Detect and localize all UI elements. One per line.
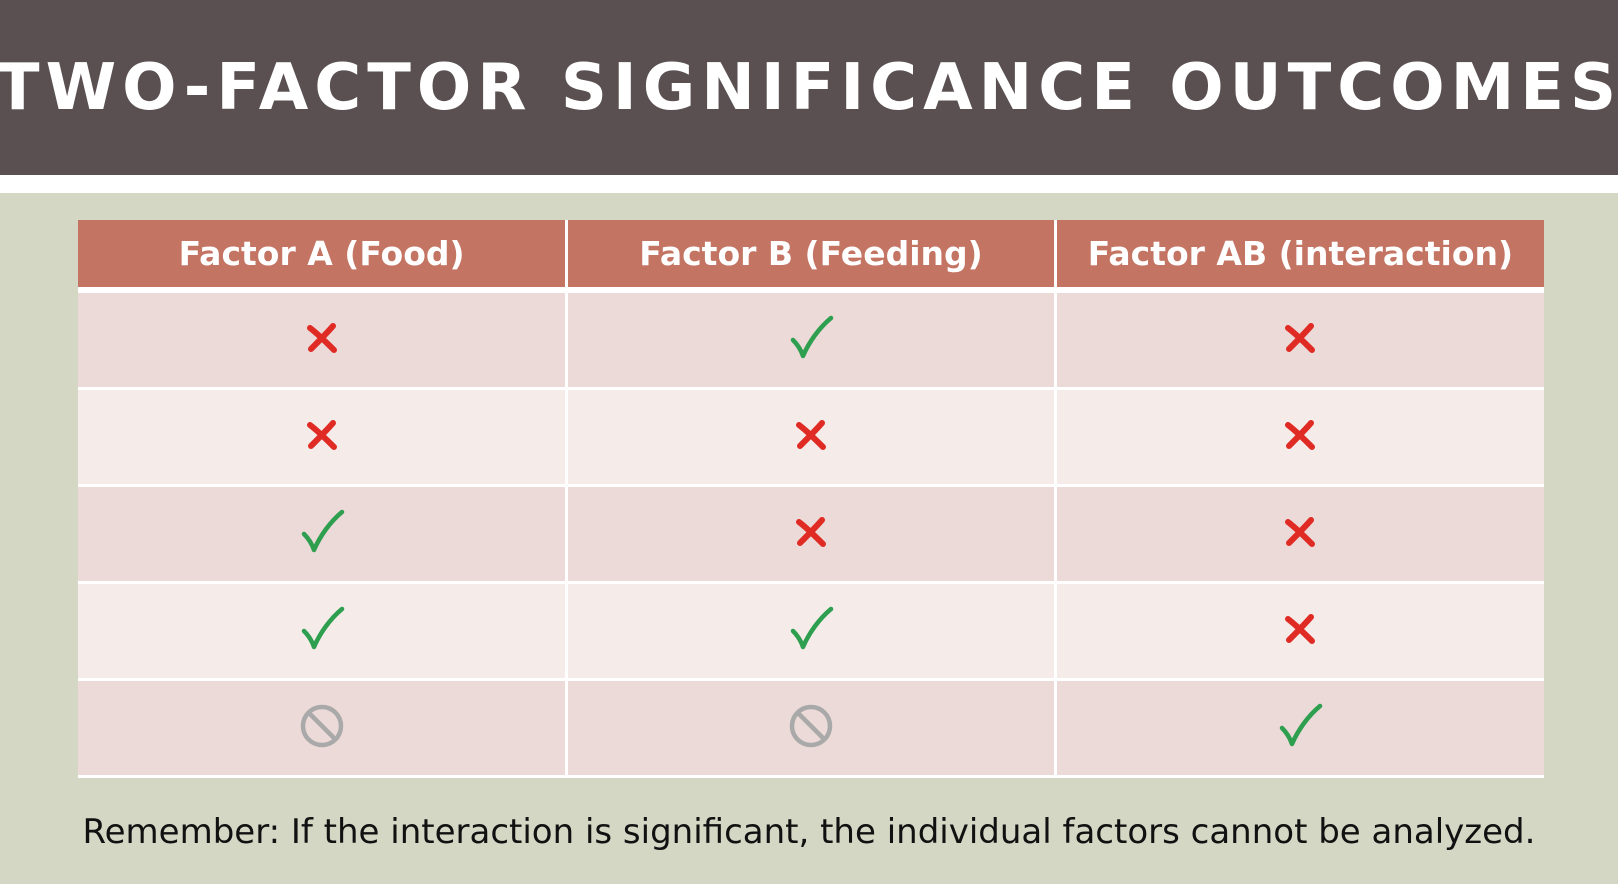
- title-bar: TWO-FACTOR SIGNIFICANCE OUTCOMES: [0, 0, 1618, 175]
- outcomes-table-container: Factor A (Food) Factor B (Feeding) Facto…: [78, 220, 1544, 778]
- no-symbol-icon: [298, 702, 346, 750]
- check-icon: [298, 508, 346, 556]
- table-header-row: Factor A (Food) Factor B (Feeding) Facto…: [78, 220, 1544, 293]
- cell-factor-a: [78, 582, 569, 681]
- cell-factor-b: [566, 679, 1057, 778]
- cell-factor-ab: [1055, 679, 1544, 778]
- x-icon: [298, 411, 346, 459]
- cell-factor-ab: [1055, 582, 1544, 681]
- cell-factor-a: [78, 290, 569, 390]
- x-icon: [1276, 411, 1324, 459]
- cell-factor-ab: [1055, 290, 1544, 390]
- table-row: [78, 679, 1544, 778]
- cell-factor-ab: [1055, 388, 1544, 487]
- check-icon: [1276, 702, 1324, 750]
- x-icon: [1276, 508, 1324, 556]
- cell-factor-a: [78, 679, 569, 778]
- table-row: [78, 388, 1544, 487]
- check-icon: [787, 314, 835, 362]
- table-row: [78, 290, 1544, 390]
- no-symbol-icon: [787, 702, 835, 750]
- cell-factor-a: [78, 388, 569, 487]
- cell-factor-b: [566, 485, 1057, 584]
- header-factor-b: Factor B (Feeding): [566, 220, 1057, 293]
- check-icon: [298, 605, 346, 653]
- header-factor-ab: Factor AB (interaction): [1055, 220, 1544, 293]
- check-icon: [787, 605, 835, 653]
- table-row: [78, 582, 1544, 681]
- x-icon: [298, 314, 346, 362]
- footer-note: Remember: If the interaction is signific…: [82, 812, 1536, 852]
- cell-factor-a: [78, 485, 569, 584]
- outcomes-table: Factor A (Food) Factor B (Feeding) Facto…: [78, 220, 1544, 778]
- x-icon: [787, 508, 835, 556]
- cell-factor-b: [566, 582, 1057, 681]
- slide-title: TWO-FACTOR SIGNIFICANCE OUTCOMES: [0, 50, 1618, 125]
- table-row: [78, 485, 1544, 584]
- header-factor-a: Factor A (Food): [78, 220, 569, 293]
- table-body: [78, 290, 1544, 778]
- x-icon: [1276, 605, 1324, 653]
- x-icon: [1276, 314, 1324, 362]
- cell-factor-b: [566, 290, 1057, 390]
- x-icon: [787, 411, 835, 459]
- cell-factor-b: [566, 388, 1057, 487]
- cell-factor-ab: [1055, 485, 1544, 584]
- title-divider: [0, 175, 1618, 193]
